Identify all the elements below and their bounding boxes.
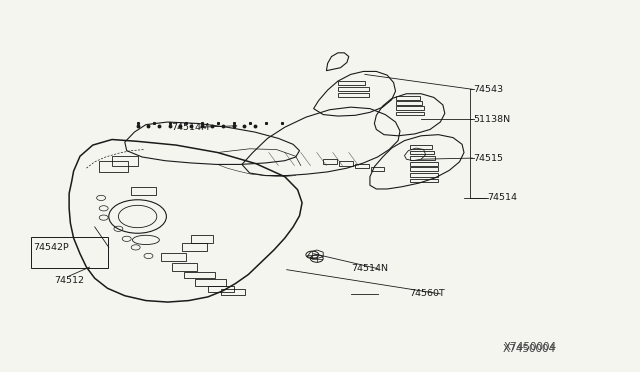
Bar xyxy=(338,93,369,97)
Bar xyxy=(182,243,207,251)
Text: 74543: 74543 xyxy=(474,85,504,94)
Bar xyxy=(410,173,438,177)
Bar xyxy=(371,167,384,171)
Text: X7450004: X7450004 xyxy=(504,341,557,352)
Bar xyxy=(410,179,438,182)
Bar xyxy=(172,263,197,271)
Bar xyxy=(99,161,128,172)
Bar xyxy=(323,159,337,164)
Bar xyxy=(396,96,420,100)
Text: 74560T: 74560T xyxy=(410,289,445,298)
Text: 74514M: 74514M xyxy=(172,123,210,132)
Text: X7450004: X7450004 xyxy=(502,344,556,354)
Bar xyxy=(184,272,215,278)
Bar xyxy=(396,101,422,105)
Bar xyxy=(191,235,213,243)
Bar xyxy=(112,156,138,166)
Bar xyxy=(410,162,438,166)
Bar xyxy=(410,145,432,149)
Bar xyxy=(31,237,108,268)
Bar xyxy=(396,106,424,110)
Bar xyxy=(338,87,369,91)
Bar xyxy=(410,156,435,160)
Text: 74542P: 74542P xyxy=(33,243,69,252)
Text: 74512: 74512 xyxy=(54,276,84,285)
Bar xyxy=(339,161,353,166)
Bar xyxy=(221,289,245,295)
Bar xyxy=(410,167,438,171)
Text: 74514N: 74514N xyxy=(351,264,388,273)
Text: 74515: 74515 xyxy=(474,154,504,163)
Text: 51138N: 51138N xyxy=(474,115,511,124)
Bar xyxy=(410,151,434,154)
Bar xyxy=(131,187,156,195)
Bar xyxy=(338,81,365,85)
Text: 74514: 74514 xyxy=(488,193,518,202)
Bar xyxy=(195,279,226,286)
Bar xyxy=(208,286,234,292)
Bar xyxy=(161,253,186,261)
Bar xyxy=(396,112,424,115)
Bar xyxy=(355,164,369,168)
